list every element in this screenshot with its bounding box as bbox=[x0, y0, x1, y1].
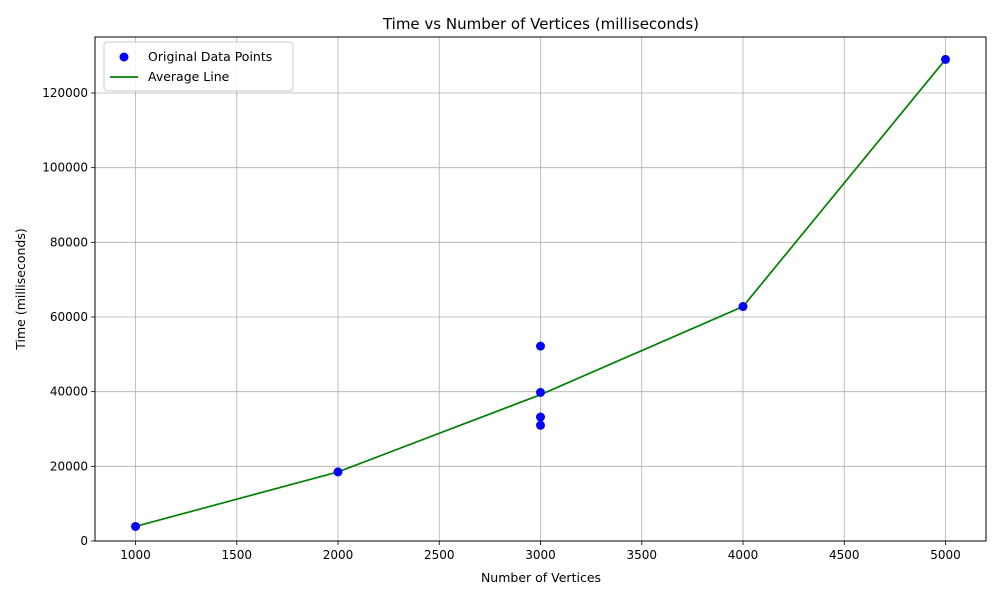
y-axis-label: Time (milliseconds) bbox=[13, 228, 28, 350]
data-points-layer bbox=[131, 54, 950, 531]
data-point bbox=[333, 467, 343, 477]
y-tick-label: 20000 bbox=[50, 459, 88, 473]
x-tick-label: 1500 bbox=[221, 548, 252, 562]
x-tick-label: 3000 bbox=[525, 548, 556, 562]
x-tick-label: 4000 bbox=[728, 548, 759, 562]
data-point bbox=[536, 412, 545, 422]
data-point bbox=[738, 302, 748, 312]
chart-title: Time vs Number of Vertices (milliseconds… bbox=[382, 15, 699, 33]
data-point bbox=[536, 341, 545, 351]
data-point bbox=[536, 420, 545, 430]
x-tick-label: 4500 bbox=[829, 548, 860, 562]
x-tick-label: 2500 bbox=[424, 548, 455, 562]
data-point bbox=[536, 387, 545, 397]
x-tick-label: 2000 bbox=[323, 548, 354, 562]
y-tick-label: 100000 bbox=[42, 161, 88, 175]
legend-box bbox=[103, 41, 294, 92]
x-tick-label: 3500 bbox=[626, 548, 657, 562]
legend-label-average-line: Average Line bbox=[148, 69, 230, 84]
y-tick-label: 40000 bbox=[50, 385, 88, 399]
y-tick-label: 0 bbox=[80, 534, 88, 548]
y-tick-label: 60000 bbox=[50, 310, 88, 324]
legend-label-original-data-points: Original Data Points bbox=[148, 49, 272, 64]
x-tick-label: 1000 bbox=[120, 548, 151, 562]
y-tick-label: 80000 bbox=[50, 235, 88, 249]
data-point bbox=[131, 521, 140, 531]
legend-marker-original-data-points bbox=[119, 52, 129, 62]
legend: Original Data Points Average Line bbox=[103, 41, 294, 92]
data-point bbox=[941, 54, 950, 64]
x-axis-label: Number of Vertices bbox=[481, 570, 601, 585]
y-tick-label: 120000 bbox=[42, 86, 88, 100]
x-tick-label: 5000 bbox=[930, 548, 961, 562]
axis-ticks: 1000 1500 2000 2500 3000 3500 4000 4500 5000 0 200… bbox=[42, 86, 961, 562]
